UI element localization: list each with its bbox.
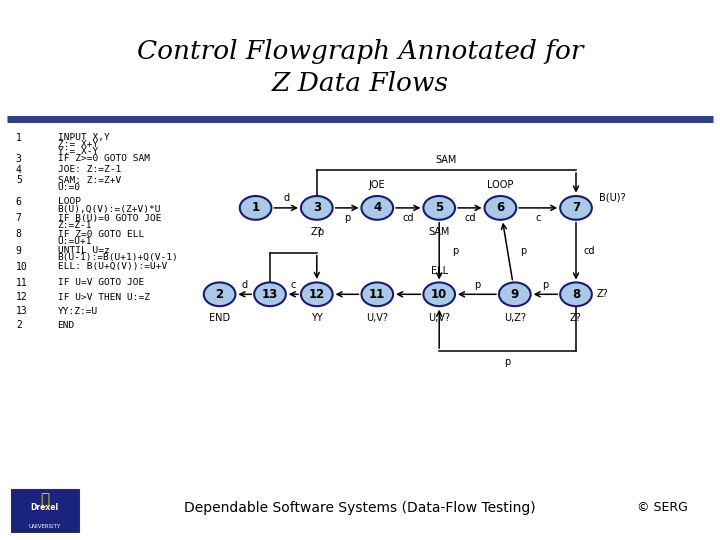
Text: 8: 8 [16, 230, 22, 239]
Text: YY:Z:=U: YY:Z:=U [58, 307, 98, 315]
Text: p: p [452, 246, 458, 256]
Text: 9: 9 [510, 288, 519, 301]
Text: ELL: ELL [431, 266, 448, 276]
Text: IF Z=0 GOTO ELL: IF Z=0 GOTO ELL [58, 230, 144, 239]
Circle shape [423, 282, 455, 306]
Text: c: c [291, 280, 296, 289]
Text: 1: 1 [251, 201, 260, 214]
Text: Dependable Software Systems (Data-Flow Testing): Dependable Software Systems (Data-Flow T… [184, 501, 536, 515]
Text: 7: 7 [16, 213, 22, 223]
Text: ELL: B(U+Q(V)):=U+V: ELL: B(U+Q(V)):=U+V [58, 262, 167, 271]
Text: 12: 12 [16, 292, 27, 302]
Text: IF U>V THEN U:=Z: IF U>V THEN U:=Z [58, 293, 150, 301]
Text: LOOP: LOOP [487, 179, 513, 190]
Text: IF Z>=0 GOTO SAM: IF Z>=0 GOTO SAM [58, 154, 150, 163]
Circle shape [240, 196, 271, 220]
Text: 10: 10 [16, 262, 27, 272]
Circle shape [301, 282, 333, 306]
Text: 11: 11 [16, 278, 27, 288]
Text: 2: 2 [215, 288, 224, 301]
Circle shape [254, 282, 286, 306]
Text: 12: 12 [309, 288, 325, 301]
Text: JOE: JOE [369, 179, 386, 190]
Text: B(U-1):=B(U+1)+Q(V-1): B(U-1):=B(U+1)+Q(V-1) [58, 253, 179, 262]
Text: 4: 4 [373, 201, 382, 214]
Text: SAM: Z:=Z+V: SAM: Z:=Z+V [58, 176, 121, 185]
Text: UNTIL U=z: UNTIL U=z [58, 246, 109, 255]
Text: 5: 5 [16, 176, 22, 185]
FancyBboxPatch shape [11, 489, 79, 532]
Circle shape [560, 282, 592, 306]
Text: Z?: Z? [311, 227, 323, 237]
Text: LOOP: LOOP [58, 198, 81, 206]
Text: 3: 3 [312, 201, 321, 214]
Text: B(U),Q(V):=(Z+V)*U: B(U),Q(V):=(Z+V)*U [58, 205, 161, 213]
Text: p: p [521, 246, 526, 256]
Text: 5: 5 [435, 201, 444, 214]
Text: p: p [542, 280, 549, 289]
Text: END: END [58, 321, 75, 329]
Text: SAM: SAM [436, 154, 457, 165]
Text: U:=0: U:=0 [58, 183, 81, 192]
Text: © SERG: © SERG [636, 501, 688, 514]
Text: 2: 2 [16, 320, 22, 330]
Text: cd: cd [402, 213, 414, 222]
Text: U,Z?: U,Z? [504, 313, 526, 323]
Text: 13: 13 [262, 288, 278, 301]
Text: 10: 10 [431, 288, 447, 301]
Circle shape [301, 196, 333, 220]
Text: IF U=V GOTO JOE: IF U=V GOTO JOE [58, 279, 144, 287]
Text: c: c [536, 213, 541, 222]
Text: d: d [283, 193, 289, 203]
Text: p: p [505, 357, 510, 368]
Text: U:=U+1: U:=U+1 [58, 237, 92, 246]
Text: Z?: Z? [570, 313, 582, 323]
Text: 7: 7 [572, 201, 580, 214]
Text: UNIVERSITY: UNIVERSITY [29, 524, 60, 529]
Text: Z:=Z-1: Z:=Z-1 [58, 221, 92, 230]
Text: U,V?: U,V? [428, 313, 450, 323]
Circle shape [560, 196, 592, 220]
Text: 🐲: 🐲 [40, 492, 49, 507]
Text: 13: 13 [16, 306, 27, 316]
Text: B(U)?: B(U)? [599, 192, 626, 202]
Text: SAM: SAM [428, 227, 450, 237]
Text: JOE: Z:=Z-1: JOE: Z:=Z-1 [58, 165, 121, 174]
Text: p: p [318, 227, 323, 238]
Text: 4: 4 [16, 165, 22, 174]
Text: 1: 1 [16, 133, 22, 143]
Text: p: p [344, 213, 350, 222]
Circle shape [361, 282, 393, 306]
Text: 8: 8 [572, 288, 580, 301]
Text: YY: YY [311, 313, 323, 323]
Text: U,V?: U,V? [366, 313, 388, 323]
Text: Z?: Z? [596, 289, 608, 299]
Text: END: END [209, 313, 230, 323]
Circle shape [204, 282, 235, 306]
Circle shape [361, 196, 393, 220]
Text: Drexel: Drexel [30, 503, 59, 512]
Circle shape [423, 196, 455, 220]
Text: 11: 11 [369, 288, 385, 301]
Text: INPUT X,Y: INPUT X,Y [58, 133, 109, 142]
Text: d: d [242, 280, 248, 289]
Text: IF B(U)=0 GOTO JOE: IF B(U)=0 GOTO JOE [58, 214, 161, 222]
Text: Z Data Flows: Z Data Flows [271, 71, 449, 96]
Text: Z:= X+Y: Z:= X+Y [58, 140, 98, 149]
Text: 6: 6 [16, 197, 22, 207]
Text: Control Flowgraph Annotated for: Control Flowgraph Annotated for [137, 39, 583, 64]
Text: p: p [474, 280, 480, 289]
Circle shape [499, 282, 531, 306]
Text: 3: 3 [16, 154, 22, 164]
Circle shape [485, 196, 516, 220]
Text: cd: cd [464, 213, 475, 222]
Text: 6: 6 [496, 201, 505, 214]
Text: Y:= X-Y: Y:= X-Y [58, 147, 98, 156]
Text: 9: 9 [16, 246, 22, 255]
Text: cd: cd [583, 246, 595, 256]
